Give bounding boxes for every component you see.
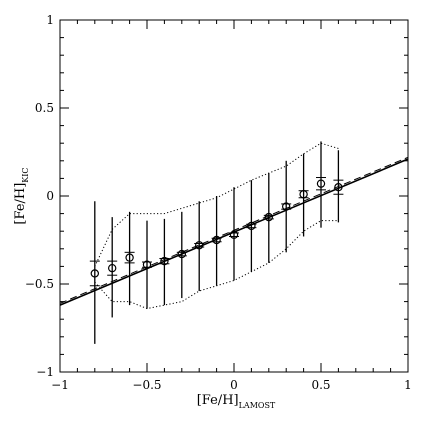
x-tick-label: −0.5 — [132, 378, 161, 392]
x-axis-label-subscript: LAMOST — [239, 401, 276, 410]
data-point — [160, 256, 169, 266]
data-point — [177, 249, 186, 259]
data-point — [212, 235, 221, 245]
y-tick-label: −0.5 — [25, 277, 54, 291]
x-axis-label: [Fe/H]LAMOST — [197, 393, 276, 410]
x-tick-label: 1 — [404, 378, 412, 392]
plot-frame — [59, 19, 409, 373]
x-axis: −1 −0.5 0 0.5 1 — [51, 20, 412, 392]
x-tick-label: 0 — [230, 378, 238, 392]
data-point — [316, 179, 326, 188]
data-point — [125, 253, 134, 262]
data-point — [194, 241, 204, 250]
data-point — [282, 202, 291, 211]
x-tick-label: −1 — [51, 378, 69, 392]
data-point — [107, 263, 117, 273]
envelope-lower-line — [94, 220, 339, 310]
data-point — [229, 230, 239, 239]
y-tick-label: −1 — [36, 365, 54, 379]
y-axis: −1 −0.5 0 0.5 1 — [25, 13, 408, 379]
y-tick-label: 1 — [46, 13, 54, 27]
data-point — [299, 190, 308, 199]
y-axis-label: [Fe/H]KIC — [13, 167, 30, 224]
data-point — [142, 260, 152, 269]
y-axis-label-subscript: KIC — [21, 167, 30, 182]
y-tick-label: 0.5 — [35, 101, 54, 115]
data-point — [264, 212, 273, 222]
x-tick-label: 0.5 — [311, 378, 330, 392]
data-point — [90, 269, 100, 278]
y-tick-label: 0 — [46, 189, 54, 203]
data-point — [247, 221, 256, 231]
plot-area — [59, 141, 409, 344]
data-point — [334, 182, 343, 192]
